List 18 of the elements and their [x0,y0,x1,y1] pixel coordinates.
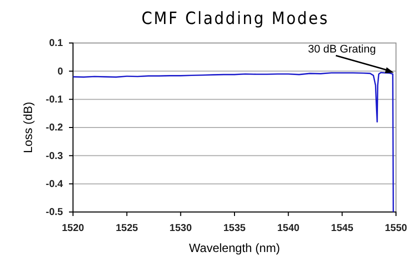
y-tick-label: -0.4 [46,179,64,190]
x-axis-title: Wavelength (nm) [189,241,280,255]
y-tick-label: -0.3 [46,150,64,162]
x-tick-label: 1545 [331,223,354,234]
x-tick-label: 1525 [116,223,138,234]
y-tick-label: -0.2 [46,122,64,134]
y-tick-label: -0.5 [46,207,64,218]
y-axis-title: Loss (dB) [21,102,35,154]
x-tick-label: 1540 [277,223,300,234]
x-tick-label: 1520 [62,223,85,234]
x-tick-label: 1550 [384,223,408,234]
y-tick-label: 0 [57,66,64,78]
x-tick-label: 1530 [170,223,192,234]
x-tick-label: 1535 [223,223,246,234]
annotation: 30 dB Grating [308,44,376,56]
y-tick-label: 0.1 [49,38,64,50]
chart-title: CMF Cladding Modes [142,9,328,29]
y-tick-label: -0.1 [46,94,64,106]
